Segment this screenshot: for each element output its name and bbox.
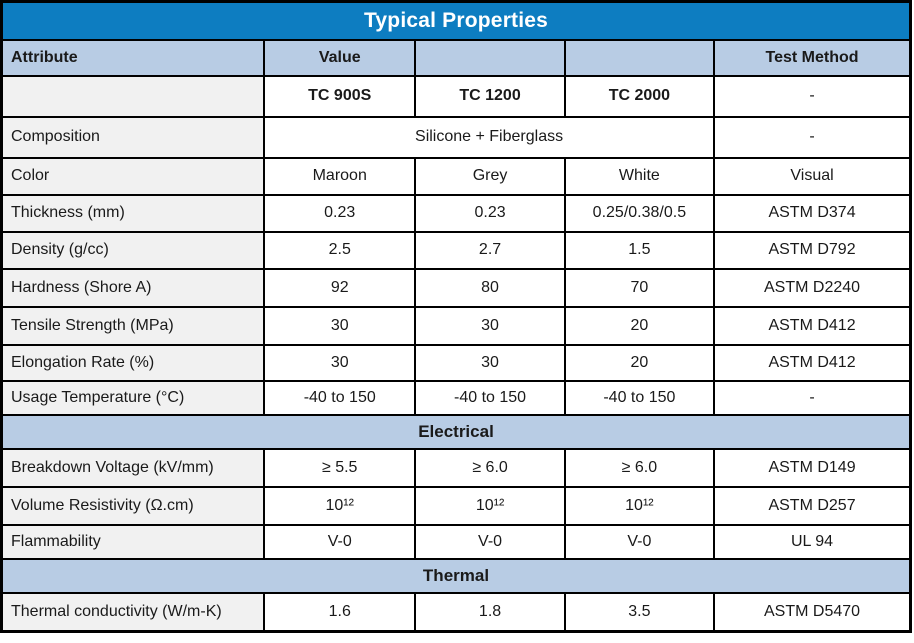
attribute-cell: Density (g/cc) (0, 230, 266, 270)
attribute-cell: Volume Resistivity (Ω.cm) (0, 485, 266, 526)
table-row: Density (g/cc) 2.5 2.7 1.5 ASTM D792 (0, 230, 912, 270)
value-cell: ≥ 6.0 (563, 447, 716, 488)
table-row: Thermal conductivity (W/m-K) 1.6 1.8 3.5 AST… (0, 591, 912, 633)
test-method-cell: - (713, 379, 912, 416)
table-row: Volume Resistivity (Ω.cm) 10¹² 10¹² 10¹² AST… (0, 485, 912, 526)
attribute-cell: Thickness (mm) (0, 193, 266, 233)
value-cell: 0.25/0.38/0.5 (563, 193, 716, 233)
table-row: Thickness (mm) 0.23 0.23 0.25/0.38/0.5 ASTM … (0, 193, 912, 233)
blank-column-header (414, 38, 566, 77)
value-cell: ≥ 6.0 (414, 447, 566, 488)
value-cell: 92 (263, 267, 417, 308)
value-cell: 20 (563, 305, 716, 346)
section-header: Electrical (0, 413, 912, 450)
test-method-cell: - (713, 74, 912, 118)
grade-name-cell: TC 900S (263, 74, 417, 118)
attribute-cell: Breakdown Voltage (kV/mm) (0, 447, 266, 488)
value-cell: 70 (563, 267, 716, 308)
attribute-cell: Color (0, 156, 266, 196)
value-cell: 1.6 (263, 591, 417, 633)
test-method-cell: ASTM D149 (713, 447, 912, 488)
table-row: Tensile Strength (MPa) 30 30 20 ASTM D412 (0, 305, 912, 346)
grade-name-cell: TC 2000 (563, 74, 716, 118)
section-row: Thermal (0, 557, 912, 594)
value-cell: V-0 (563, 523, 716, 560)
value-cell: 0.23 (414, 193, 566, 233)
section-row: Electrical (0, 413, 912, 450)
value-cell: 30 (414, 343, 566, 382)
attribute-column-header: Attribute (0, 38, 266, 77)
value-cell: 30 (414, 305, 566, 346)
test-method-cell: ASTM D412 (713, 343, 912, 382)
test-method-cell: - (713, 115, 912, 159)
attribute-cell: Flammability (0, 523, 266, 560)
section-header: Thermal (0, 557, 912, 594)
attribute-cell: Composition (0, 115, 266, 159)
value-cell: 2.5 (263, 230, 417, 270)
value-cell: -40 to 150 (563, 379, 716, 416)
blank-column-header (563, 38, 716, 77)
value-cell: 30 (263, 343, 417, 382)
value-cell: V-0 (414, 523, 566, 560)
test-method-cell: UL 94 (713, 523, 912, 560)
value-column-header: Value (263, 38, 417, 77)
table-row: Usage Temperature (°C) -40 to 150 -40 to 1… (0, 379, 912, 416)
attribute-cell: Thermal conductivity (W/m-K) (0, 591, 266, 633)
attribute-cell: Hardness (Shore A) (0, 267, 266, 308)
value-cell: 10¹² (563, 485, 716, 526)
attribute-cell: Usage Temperature (°C) (0, 379, 266, 416)
value-cell: 3.5 (563, 591, 716, 633)
test-method-cell: Visual (713, 156, 912, 196)
value-cell: -40 to 150 (414, 379, 566, 416)
merged-value-cell: Silicone + Fiberglass (263, 115, 716, 159)
value-cell: 10¹² (263, 485, 417, 526)
value-cell: 2.7 (414, 230, 566, 270)
table-body: Attribute Value Test Method TC 900S TC 1200 T… (0, 38, 912, 633)
table-row: TC 900S TC 1200 TC 2000- (0, 74, 912, 118)
value-cell: 1.5 (563, 230, 716, 270)
value-cell: White (563, 156, 716, 196)
table-row: Attribute Value Test Method (0, 38, 912, 77)
value-cell: 20 (563, 343, 716, 382)
page-title: Typical Properties (0, 0, 912, 41)
value-cell: Maroon (263, 156, 417, 196)
value-cell: ≥ 5.5 (263, 447, 417, 488)
test-method-cell: ASTM D412 (713, 305, 912, 346)
table-row: Elongation Rate (%) 30 30 20 ASTM D412 (0, 343, 912, 382)
attribute-cell: Elongation Rate (%) (0, 343, 266, 382)
value-cell: -40 to 150 (263, 379, 417, 416)
table-row: Color Maroon Grey White Visual (0, 156, 912, 196)
test-method-cell: ASTM D2240 (713, 267, 912, 308)
test-method-cell: ASTM D374 (713, 193, 912, 233)
grade-name-cell: TC 1200 (414, 74, 566, 118)
table-row: Composition Silicone + Fiberglass - (0, 115, 912, 159)
value-cell: 10¹² (414, 485, 566, 526)
value-cell: 80 (414, 267, 566, 308)
table-row: Flammability V-0 V-0 V-0 UL 94 (0, 523, 912, 560)
test-method-cell: ASTM D257 (713, 485, 912, 526)
value-cell: 1.8 (414, 591, 566, 633)
test-method-cell: ASTM D792 (713, 230, 912, 270)
attribute-cell: Tensile Strength (MPa) (0, 305, 266, 346)
test-method-column-header: Test Method (713, 38, 912, 77)
table-row: Hardness (Shore A) 92 80 70 ASTM D2240 (0, 267, 912, 308)
attribute-cell-blank (0, 74, 266, 118)
test-method-cell: ASTM D5470 (713, 591, 912, 633)
title-row: Typical Properties (0, 0, 912, 41)
table-row: Breakdown Voltage (kV/mm) ≥ 5.5 ≥ 6.0 ≥ 6.0… (0, 447, 912, 488)
value-cell: V-0 (263, 523, 417, 560)
value-cell: 30 (263, 305, 417, 346)
value-cell: Grey (414, 156, 566, 196)
value-cell: 0.23 (263, 193, 417, 233)
